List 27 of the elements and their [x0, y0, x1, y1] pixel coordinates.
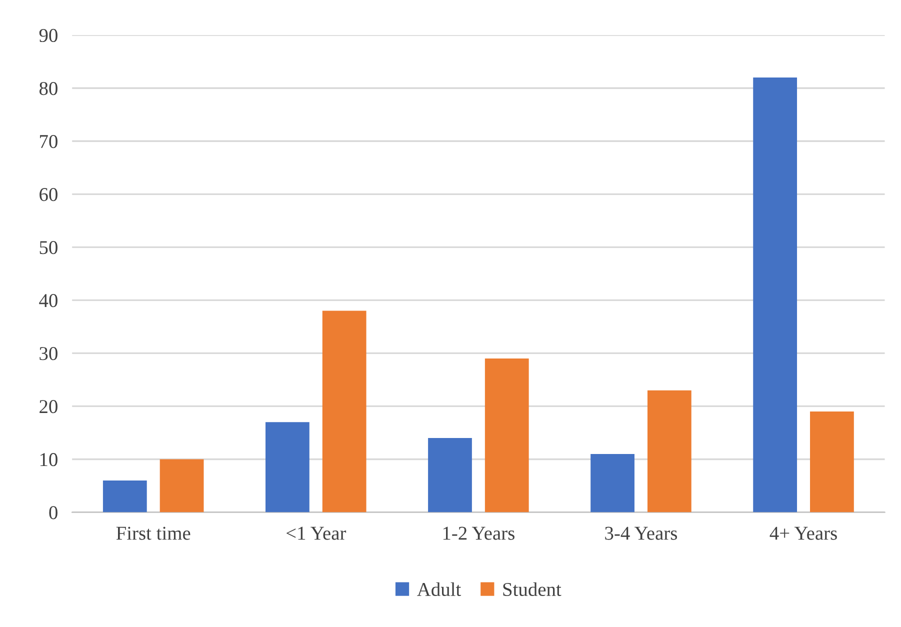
y-tick-label: 40 [39, 294, 58, 308]
bar [160, 459, 204, 512]
y-tick-label: 10 [40, 453, 58, 466]
legend-label: Student [503, 582, 562, 596]
y-tick-label: 20 [40, 400, 58, 414]
bar [102, 480, 147, 512]
x-tick-label: 4+ Years [770, 526, 837, 540]
x-tick-label: <1 Year [286, 526, 346, 540]
bar [428, 438, 472, 512]
bar [753, 78, 798, 512]
bar [810, 412, 854, 512]
bar [266, 422, 310, 512]
bar [322, 310, 366, 512]
x-tick-label: First time [116, 526, 190, 540]
y-tick-label: 50 [40, 240, 58, 254]
y-tick-label: 90 [39, 28, 58, 42]
x-tick-label: 1-2 Years [443, 526, 514, 540]
x-tick-label: 3-4 Years [605, 526, 677, 540]
bar [647, 390, 692, 512]
legend-label: Adult [417, 582, 462, 596]
y-tick-label: 0 [49, 506, 58, 520]
y-tick-label: 30 [40, 347, 58, 360]
y-tick-label: 80 [39, 82, 58, 96]
bar [590, 454, 634, 512]
y-tick-label: 60 [40, 188, 58, 202]
y-tick-label: 70 [40, 134, 58, 148]
bar [484, 358, 529, 512]
